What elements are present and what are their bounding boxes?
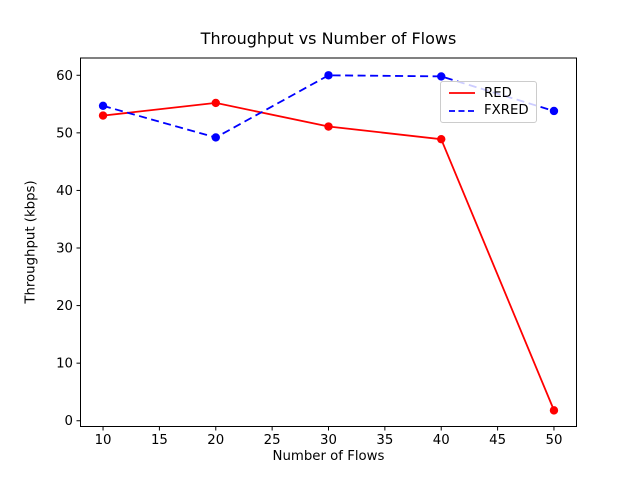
red-data-point bbox=[324, 122, 333, 131]
red-data-point bbox=[549, 406, 559, 415]
fxred-data-point bbox=[211, 133, 220, 142]
x-tick-label: 20 bbox=[207, 433, 224, 448]
y-tick-label: 60 bbox=[56, 69, 73, 84]
y-tick-label: 30 bbox=[56, 242, 73, 257]
x-tick-label: 50 bbox=[545, 433, 562, 448]
y-tick-label: 0 bbox=[65, 414, 73, 429]
x-axis-label: Number of Flows bbox=[272, 449, 385, 464]
x-tick-label: 10 bbox=[95, 433, 112, 448]
red-data-point bbox=[437, 134, 446, 144]
red-series-line bbox=[102, 101, 555, 411]
fxred-series-line bbox=[102, 74, 555, 139]
red-solid-line-sample bbox=[449, 92, 475, 95]
red-data-point bbox=[211, 98, 220, 108]
x-tick-label: 35 bbox=[376, 433, 393, 448]
x-tick-label: 30 bbox=[320, 433, 337, 448]
legend-label-fxred: FXRED bbox=[484, 103, 529, 119]
fxred-data-point bbox=[98, 101, 108, 110]
x-tick-label: 25 bbox=[264, 433, 281, 448]
x-tick-label: 45 bbox=[489, 433, 506, 448]
legend-row-red: RED bbox=[448, 85, 529, 102]
x-tick-label: 15 bbox=[151, 433, 168, 448]
legend: RED FXRED bbox=[440, 81, 537, 123]
fxred-data-point bbox=[549, 106, 559, 116]
fxred-dashed-line-sample bbox=[449, 109, 475, 112]
fxred-data-point bbox=[437, 72, 446, 81]
chart-title: Throughput vs Number of Flows bbox=[200, 29, 457, 48]
legend-label-red: RED bbox=[484, 85, 512, 101]
legend-row-fxred: FXRED bbox=[448, 102, 529, 119]
y-tick-label: 10 bbox=[56, 357, 73, 372]
red-data-point bbox=[98, 111, 108, 120]
plot-border bbox=[80, 57, 577, 427]
fxred-data-point bbox=[324, 71, 333, 80]
y-tick-label: 40 bbox=[56, 184, 73, 199]
y-tick-label: 50 bbox=[56, 126, 73, 141]
x-tick-label: 40 bbox=[433, 433, 450, 448]
y-tick-label: 20 bbox=[56, 299, 73, 314]
